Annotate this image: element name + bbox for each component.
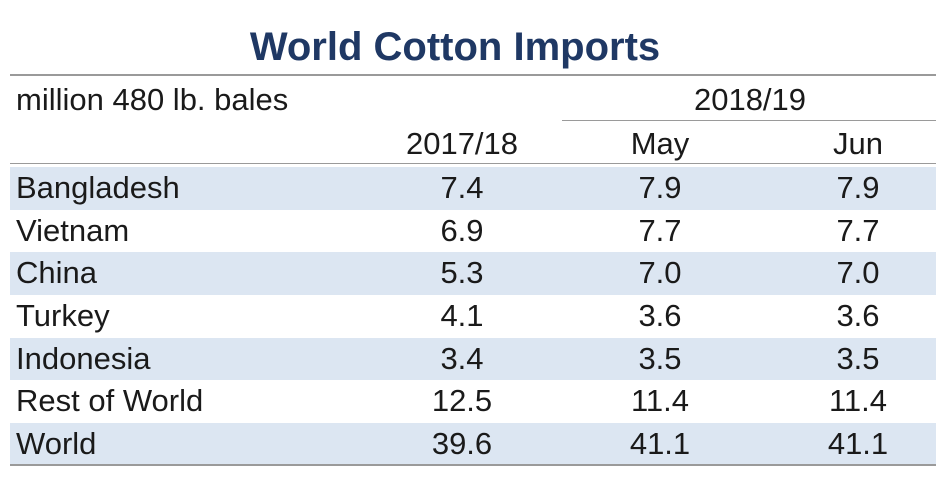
row-label: Vietnam — [16, 212, 130, 248]
table-row: Rest of World 12.5 11.4 11.4 — [10, 380, 936, 423]
table-cell: 5.3 — [440, 255, 484, 291]
row-label: Rest of World — [16, 383, 204, 419]
table-cell: 12.5 — [431, 383, 493, 419]
row-label: Bangladesh — [16, 170, 180, 205]
table-cell: 3.5 — [638, 340, 682, 376]
table-cell: 3.6 — [638, 298, 682, 334]
table-cell: 41.1 — [629, 426, 691, 462]
table-cell: 7.0 — [638, 255, 682, 291]
table-row: Indonesia 3.4 3.5 3.5 — [10, 337, 936, 381]
table-cell: 6.9 — [440, 212, 484, 248]
table-cell: 39.6 — [431, 426, 493, 462]
row-label: World — [16, 426, 97, 462]
table-body: Bangladesh 7.4 7.9 7.9 Vietnam 6.9 7.7 7… — [10, 167, 936, 466]
unit-label: million 480 lb. bales — [16, 82, 289, 117]
column-header: Jun — [833, 126, 883, 161]
table-cell: 7.4 — [440, 170, 484, 205]
table-cell: 3.4 — [440, 340, 484, 376]
column-header: May — [630, 126, 690, 161]
row-label: Indonesia — [16, 340, 151, 376]
row-label: China — [16, 255, 97, 291]
header-rule — [10, 163, 936, 164]
table-cell: 41.1 — [827, 426, 889, 462]
table-cell: 7.9 — [638, 170, 682, 205]
table-row: Vietnam 6.9 7.7 7.7 — [10, 210, 936, 253]
table-cell: 7.9 — [836, 170, 880, 205]
table-row: Turkey 4.1 3.6 3.6 — [10, 295, 936, 338]
top-rule — [10, 74, 936, 76]
table-title: World Cotton Imports — [249, 25, 661, 69]
row-label: Turkey — [16, 298, 110, 334]
table-row: World 39.6 41.1 41.1 — [10, 423, 936, 466]
table-row: Bangladesh 7.4 7.9 7.9 — [10, 167, 936, 210]
group-header-rule — [562, 120, 936, 121]
table-cell: 3.5 — [836, 340, 880, 376]
table-cell: 7.7 — [638, 212, 682, 248]
table-cell: 3.6 — [836, 298, 880, 334]
table-row: China 5.3 7.0 7.0 — [10, 252, 936, 296]
table-cell: 7.7 — [836, 212, 880, 248]
table-cell: 4.1 — [440, 298, 484, 334]
group-header: 2018/19 — [693, 82, 807, 117]
column-header: 2017/18 — [405, 126, 519, 161]
bottom-rule — [10, 464, 936, 466]
table-cell: 11.4 — [630, 383, 690, 419]
table-cell: 11.4 — [828, 383, 888, 419]
table-cell: 7.0 — [836, 255, 880, 291]
